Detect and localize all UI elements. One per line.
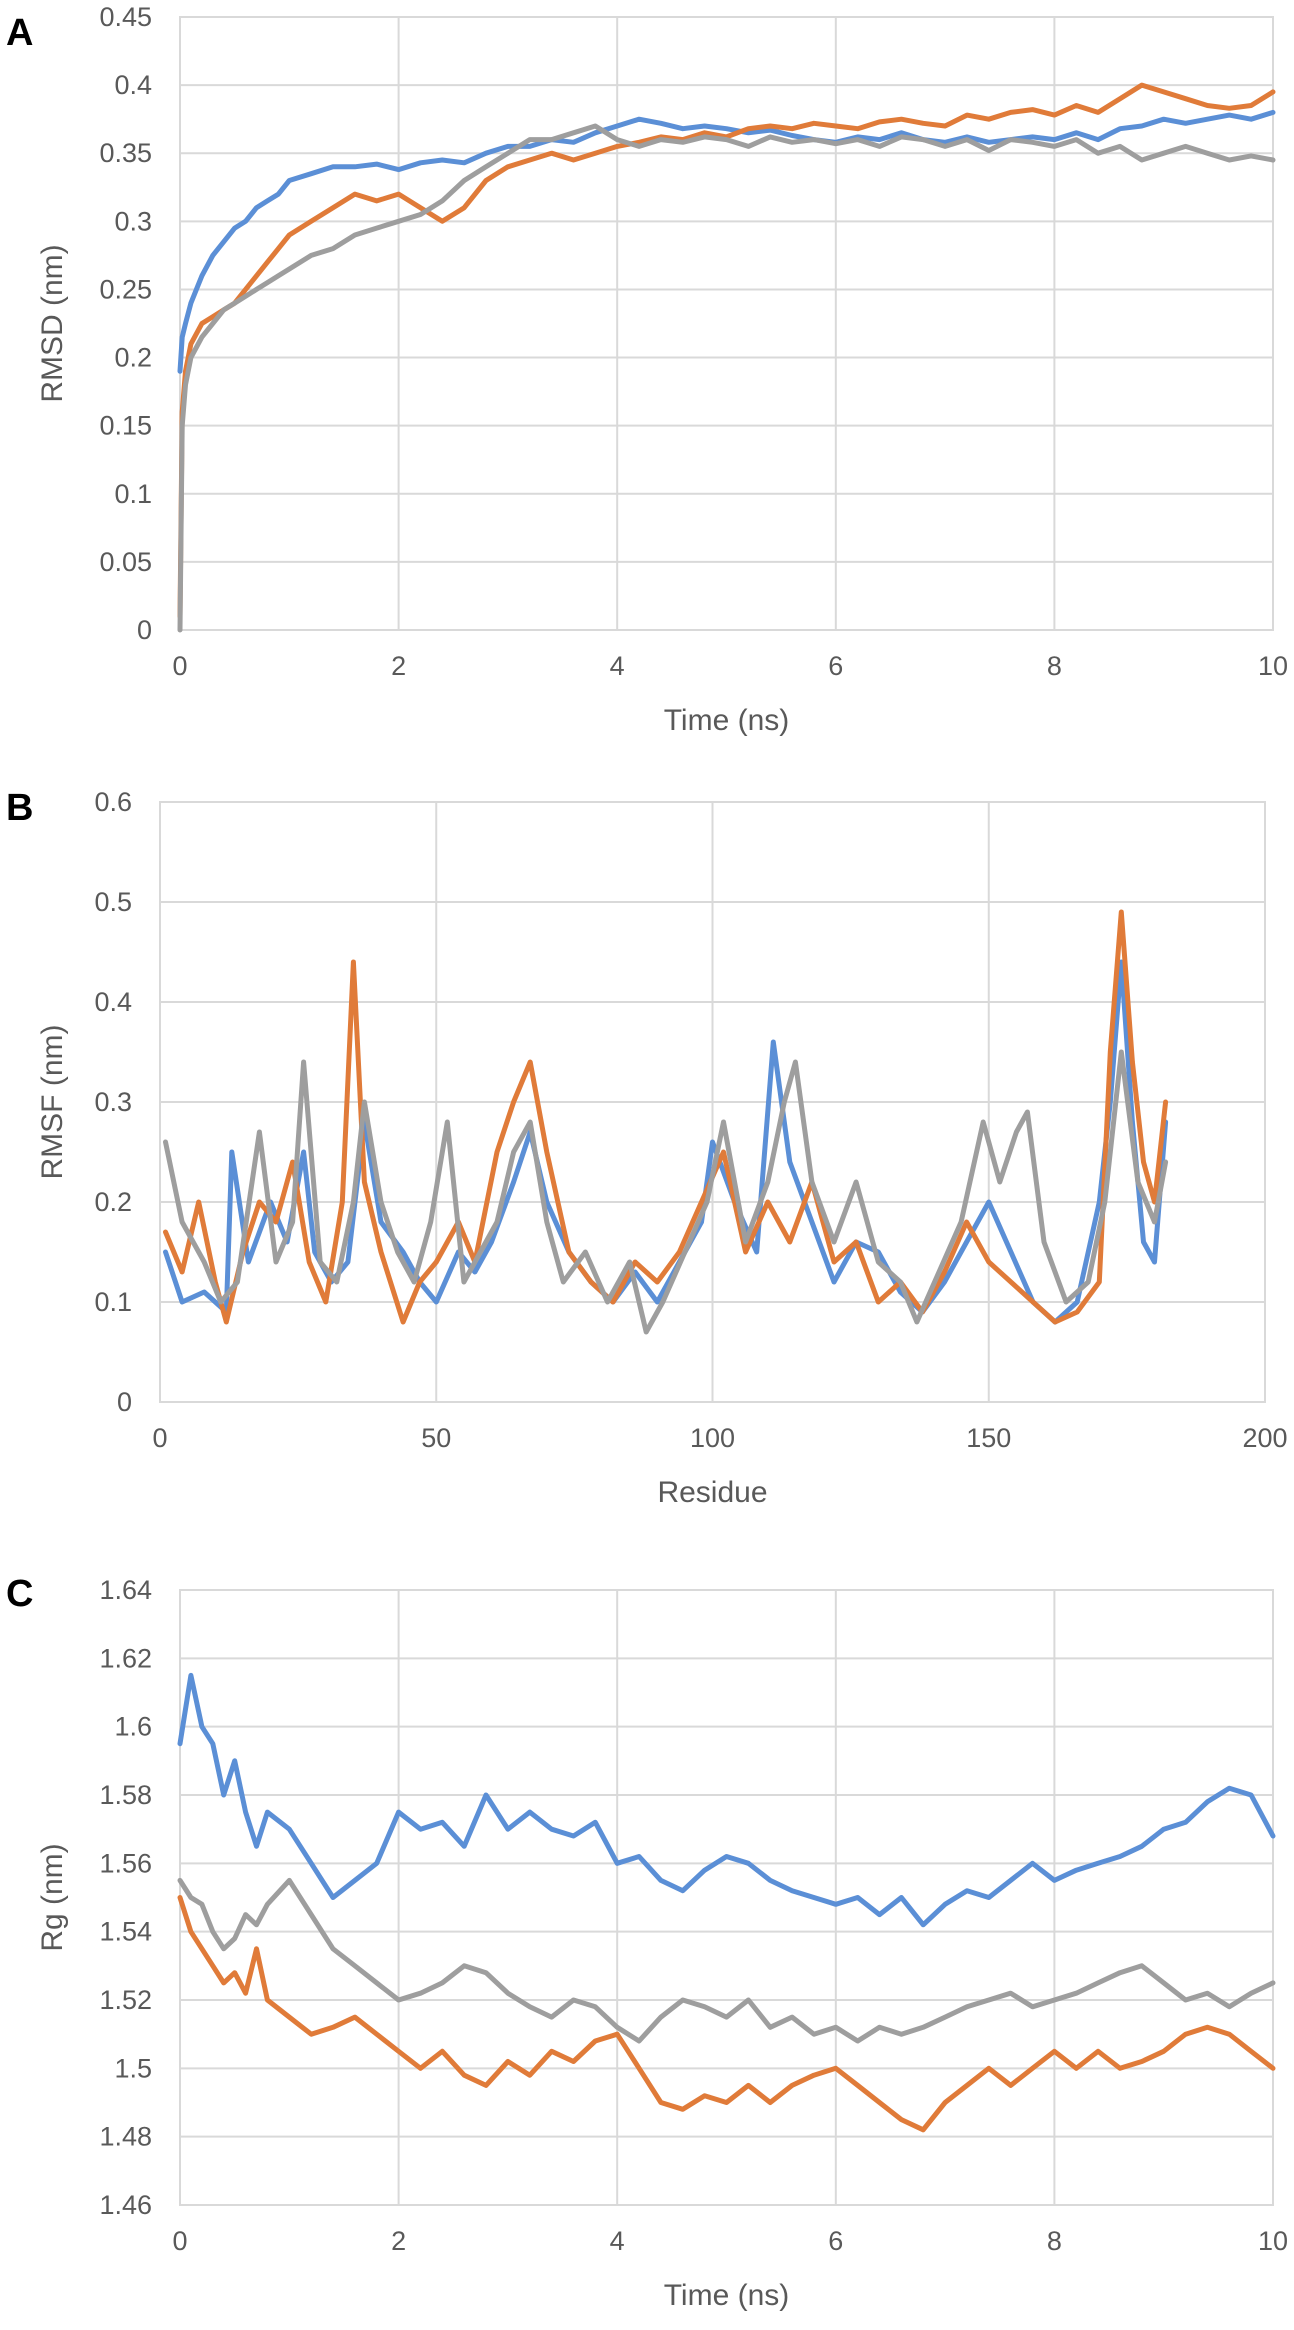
x-tick-label: 10	[1258, 2226, 1288, 2256]
y-tick-label: 0.45	[99, 2, 152, 32]
series-line-1	[177, 1672, 1276, 1928]
y-tick-label: 0.1	[114, 479, 152, 509]
y-tick-label: 1.62	[99, 1643, 152, 1673]
x-tick-label: 8	[1047, 651, 1062, 681]
y-tick-label: 0.1	[94, 1287, 132, 1317]
y-tick-label: 1.64	[99, 1575, 152, 1605]
plot-frame	[179, 16, 1274, 631]
x-tick-label: 200	[1242, 1423, 1287, 1453]
series-line-3	[177, 1877, 1276, 2044]
chart-panel-a: 0 0.05 0.1 0.15 0.2 0.25 0.3 0.35 0.4 0.45 0 2 4 6 8 10…	[6, 2, 1288, 737]
x-tick-label: 50	[421, 1423, 451, 1453]
y-tick-label: 1.46	[99, 2190, 152, 2220]
series-line-2	[177, 82, 1276, 619]
series-line-1	[177, 109, 1276, 374]
y-tick-label: 0.4	[114, 70, 152, 100]
y-tick-label: 0.2	[114, 343, 152, 373]
x-tick-label: 8	[1047, 2226, 1062, 2256]
series-line-2	[163, 909, 1169, 1325]
y-tick-label: 1.58	[99, 1780, 152, 1810]
x-axis-label: Time (ns)	[664, 2279, 790, 2312]
x-tick-label: 0	[172, 2226, 187, 2256]
y-tick-label: 0.2	[94, 1187, 132, 1217]
y-tick-label: 0.25	[99, 274, 152, 304]
x-tick-label: 2	[391, 2226, 406, 2256]
y-axis-label: Rg (nm)	[36, 1843, 69, 1951]
y-tick-label: 1.52	[99, 1985, 152, 2015]
chart-panel-b: 0 0.1 0.2 0.3 0.4 0.5 0.6 0 50 100 150 200 Residue RM…	[6, 787, 1288, 1509]
x-tick-label: 6	[828, 651, 843, 681]
x-axis-label: Residue	[657, 1476, 767, 1509]
x-tick-label: 2	[391, 651, 406, 681]
series-line-2	[177, 1895, 1276, 2133]
panel-label: B	[6, 787, 33, 829]
x-tick-label: 0	[152, 1423, 167, 1453]
y-tick-label: 0.35	[99, 138, 152, 168]
x-axis-label: Time (ns)	[664, 704, 790, 737]
y-tick-label: 0	[137, 615, 152, 645]
y-axis-label: RMSF (nm)	[36, 1025, 69, 1180]
y-tick-label: 1.56	[99, 1848, 152, 1878]
x-tick-label: 4	[610, 2226, 625, 2256]
x-tick-label: 4	[610, 651, 625, 681]
panel-label: C	[6, 1573, 33, 1615]
chart-panel-c: 1.46 1.48 1.5 1.52 1.54 1.56 1.58 1.6 1.62 1.64 0 2…	[6, 1573, 1288, 2312]
y-tick-label: 0.6	[94, 787, 132, 817]
y-tick-label: 1.6	[114, 1712, 152, 1742]
y-tick-label: 0.15	[99, 411, 152, 441]
x-tick-label: 0	[172, 651, 187, 681]
series-line-3	[163, 1049, 1169, 1335]
x-tick-label: 6	[828, 2226, 843, 2256]
y-axis-label: RMSD (nm)	[36, 244, 69, 402]
panel-label: A	[6, 12, 33, 54]
plot-frame	[159, 801, 1266, 1403]
y-tick-label: 0.4	[94, 987, 132, 1017]
y-tick-label: 0.5	[94, 887, 132, 917]
series-line-3	[177, 123, 1276, 633]
y-tick-label: 0.05	[99, 547, 152, 577]
x-tick-label: 100	[690, 1423, 735, 1453]
x-tick-label: 10	[1258, 651, 1288, 681]
y-tick-label: 0.3	[114, 206, 152, 236]
y-tick-label: 1.5	[114, 2053, 152, 2083]
y-tick-label: 0.3	[94, 1087, 132, 1117]
y-tick-label: 0	[117, 1387, 132, 1417]
x-tick-label: 150	[966, 1423, 1011, 1453]
y-tick-label: 1.54	[99, 1917, 152, 1947]
y-tick-label: 1.48	[99, 2122, 152, 2152]
plot-frame	[179, 1589, 1274, 2206]
